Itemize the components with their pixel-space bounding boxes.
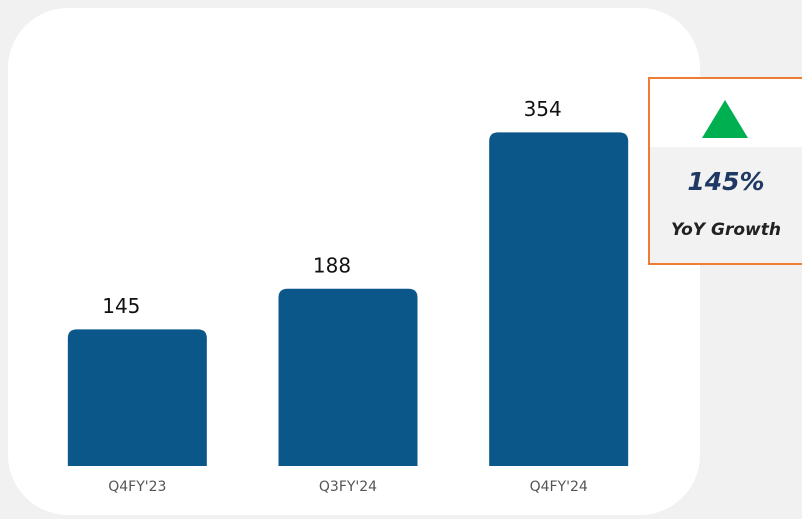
callout-border — [648, 77, 802, 265]
bar — [278, 288, 418, 466]
x-tick-label: Q4FY'24 — [530, 479, 588, 495]
up-arrow — [702, 100, 748, 138]
callout: 145% YoY Growth — [648, 77, 802, 265]
callout-bottom — [649, 147, 802, 264]
value-label: 145 — [102, 294, 140, 318]
growth-value: 145% — [687, 167, 764, 196]
bar — [489, 132, 629, 467]
x-tick-label: Q3FY'24 — [319, 479, 377, 495]
value-label: 188 — [313, 253, 351, 277]
value-label: 354 — [524, 97, 562, 121]
bar — [67, 329, 207, 466]
x-tick-label: Q4FY'23 — [108, 479, 166, 495]
growth-label: YoY Growth — [671, 220, 781, 240]
